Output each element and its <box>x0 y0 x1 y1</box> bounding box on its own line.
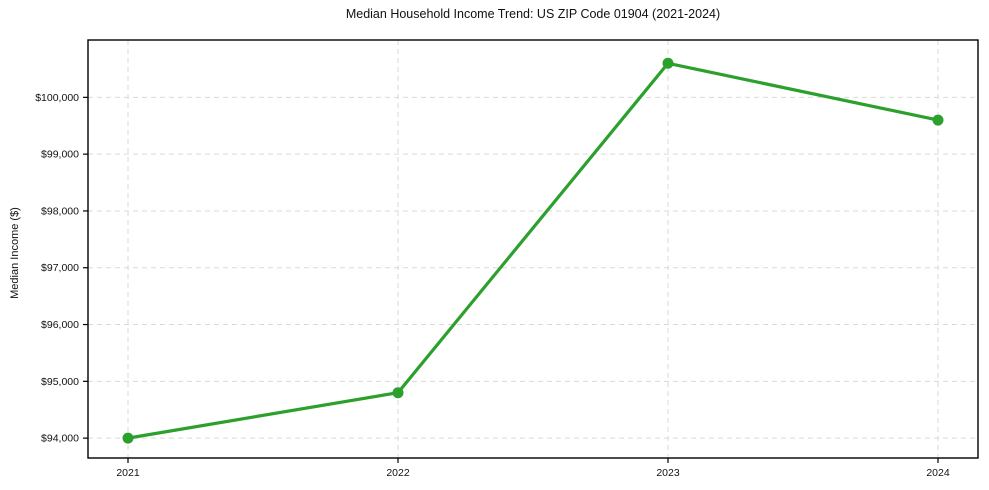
y-tick-label: $94,000 <box>41 433 79 445</box>
y-tick-label: $95,000 <box>41 376 79 388</box>
y-tick-label: $98,000 <box>41 205 79 217</box>
data-point <box>662 57 674 69</box>
income-trend-line <box>126 61 940 440</box>
y-tick-label: $97,000 <box>41 262 79 274</box>
data-point <box>122 432 134 444</box>
x-tick-label: 2024 <box>926 467 950 479</box>
y-tick-label: $99,000 <box>41 149 79 161</box>
plot-frame <box>87 39 979 459</box>
y-tick-label: $100,000 <box>35 92 79 104</box>
chart-title: Median Household Income Trend: US ZIP Co… <box>345 7 721 21</box>
data-point <box>392 387 404 399</box>
x-tick-label: 2021 <box>116 467 140 479</box>
x-tick-label: 2022 <box>386 467 410 479</box>
y-tick-label: $96,000 <box>41 319 79 331</box>
x-tick-label: 2023 <box>656 467 680 479</box>
y-axis-label-text: Median Income ($) <box>9 207 21 299</box>
data-point <box>932 114 944 126</box>
